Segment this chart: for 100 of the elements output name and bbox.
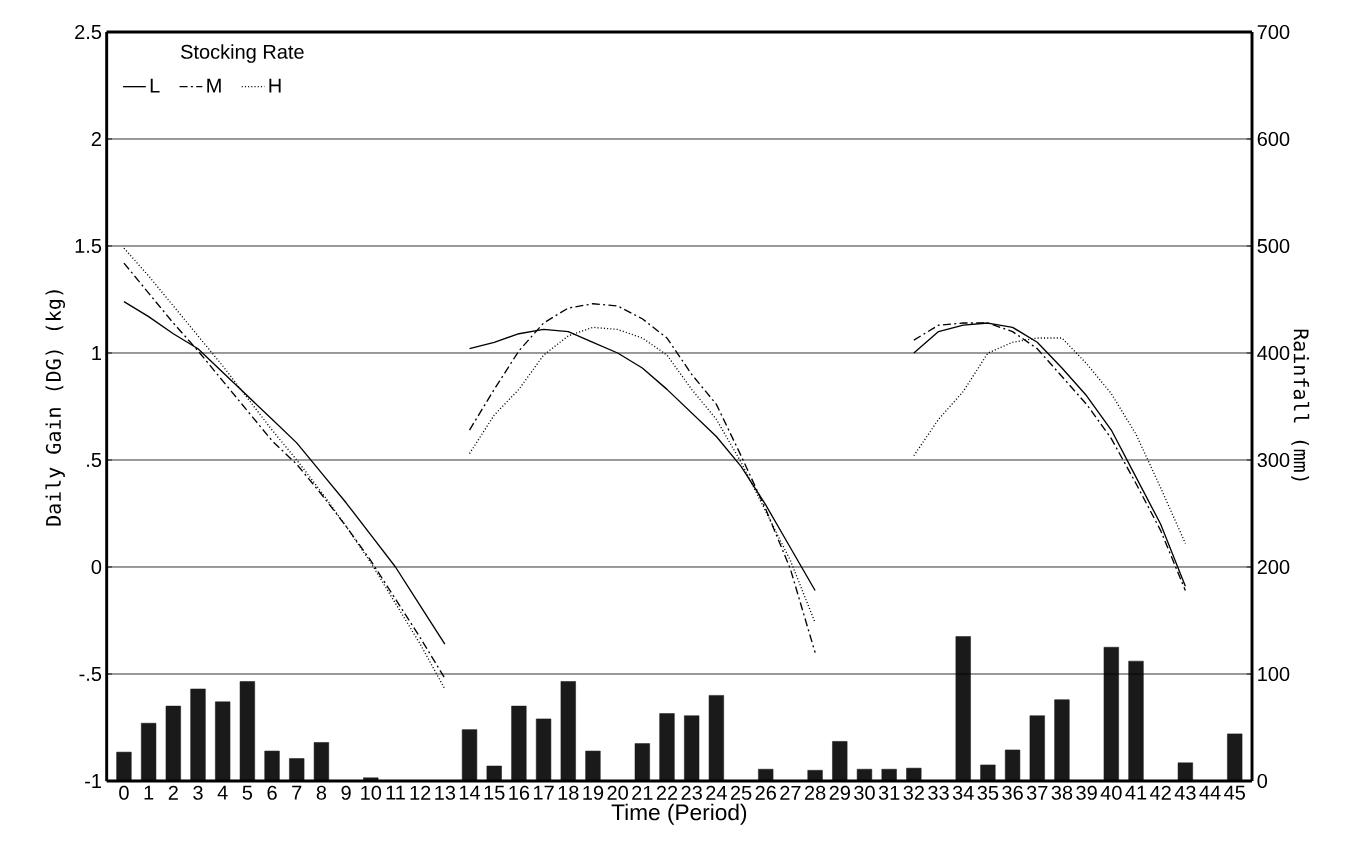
x-tick-label: 9: [341, 785, 351, 800]
x-tick-label: 41: [1125, 785, 1147, 800]
x-tick-label: 31: [878, 785, 900, 800]
bar: [239, 681, 255, 782]
y2-tick-label: 0: [1257, 773, 1268, 789]
bar: [289, 758, 305, 782]
x-tick-label: 44: [1199, 785, 1221, 800]
legend-label: H: [269, 78, 281, 93]
bar: [560, 681, 576, 782]
line-series: [468, 303, 816, 654]
y-tick-label: -.5: [79, 667, 102, 681]
x-tick-label: 30: [854, 785, 875, 800]
x-tick-label: 22: [656, 785, 678, 800]
x-tick-label: 32: [903, 785, 924, 800]
x-tick-label: 18: [558, 785, 579, 800]
x-tick-label: 37: [1026, 785, 1048, 800]
bar: [190, 688, 206, 782]
x-tick-label: 28: [804, 785, 826, 800]
x-tick-label: 17: [533, 785, 554, 800]
y-axis-title: Daily Gain (DG) (kg): [45, 290, 65, 526]
x-tick-label: 23: [681, 785, 702, 800]
y-tick-label: 0: [91, 559, 102, 575]
x-tick-label: 13: [435, 785, 456, 800]
bar: [807, 770, 823, 782]
bar: [980, 764, 996, 782]
y2-tick-label: 400: [1257, 345, 1290, 361]
bar: [659, 713, 675, 782]
x-tick-label: 10: [361, 785, 382, 800]
x-tick-label: 33: [928, 785, 949, 800]
x-tick-label: 0: [119, 785, 129, 800]
x-tick-label: 5: [242, 785, 253, 800]
x-tick-label: 29: [829, 785, 850, 800]
bar: [1029, 715, 1045, 782]
x-tick-label: 24: [706, 785, 727, 800]
x-tick-label: 11: [386, 785, 405, 800]
x-tick-label: 21: [632, 785, 653, 800]
y-tick-label: 1: [92, 346, 101, 360]
bar: [264, 750, 280, 782]
y2-tick-label: 500: [1257, 238, 1290, 254]
y2-axis-title: Rainfall (mm): [1291, 329, 1310, 481]
bar: [585, 750, 601, 782]
bar: [708, 695, 724, 782]
x-tick-label: 12: [410, 785, 431, 800]
bar: [1128, 660, 1144, 782]
x-tick-label: 2: [168, 785, 178, 800]
bar: [511, 705, 527, 782]
bar: [461, 729, 478, 782]
bar: [856, 768, 873, 782]
bar: [1103, 646, 1119, 782]
legend-label: M: [207, 78, 221, 93]
x-axis-title: Time (Period): [611, 803, 747, 825]
x-tick-label: 19: [583, 785, 604, 800]
x-tick-label: 35: [977, 785, 999, 800]
x-tick-label: 25: [730, 785, 752, 800]
bar: [832, 741, 848, 782]
x-tick-label: 38: [1051, 785, 1073, 800]
y-tick-label: -1: [85, 774, 101, 788]
x-tick-label: 43: [1174, 785, 1196, 800]
x-tick-label: 8: [316, 785, 327, 800]
x-tick-label: 40: [1100, 785, 1122, 800]
x-tick-label: 3: [193, 785, 203, 800]
x-tick-label: 16: [509, 785, 530, 800]
x-tick-label: 27: [780, 785, 801, 800]
bar: [165, 705, 181, 782]
y-tick-label: 2.5: [75, 24, 102, 40]
bar: [486, 765, 502, 782]
bar: [1177, 762, 1193, 782]
y2-tick-label: 300: [1257, 452, 1290, 468]
legend-title: Stocking Rate: [181, 44, 304, 63]
bar: [906, 767, 922, 782]
legend-label: L: [150, 78, 160, 93]
bar: [634, 743, 650, 782]
x-tick-label: 6: [267, 785, 277, 800]
bar: [881, 768, 897, 782]
bar: [215, 701, 231, 782]
bar: [116, 751, 132, 782]
bar: [684, 715, 700, 782]
y-tick-label: .5: [87, 453, 102, 467]
x-tick-label: 42: [1150, 785, 1171, 800]
bar: [758, 768, 774, 782]
y-tick-label: 2: [91, 132, 101, 146]
bar: [955, 636, 971, 782]
x-tick-label: 14: [459, 785, 481, 800]
x-tick-label: 36: [1002, 785, 1023, 800]
x-tick-label: 7: [292, 785, 302, 800]
bar: [313, 742, 330, 782]
x-tick-label: 20: [607, 785, 628, 800]
y2-tick-label: 600: [1257, 131, 1290, 147]
y2-tick-label: 100: [1258, 666, 1290, 682]
y-tick-label: 1.5: [75, 239, 102, 253]
bar: [535, 718, 552, 782]
bar: [1054, 699, 1070, 782]
y2-tick-label: 700: [1257, 24, 1290, 40]
y2-tick-label: 200: [1257, 559, 1290, 575]
x-tick-label: 4: [217, 785, 228, 800]
x-tick-label: 45: [1224, 785, 1246, 800]
x-tick-label: 1: [144, 785, 154, 800]
bar: [141, 722, 157, 782]
bar: [1004, 749, 1021, 782]
bar: [1227, 733, 1243, 782]
